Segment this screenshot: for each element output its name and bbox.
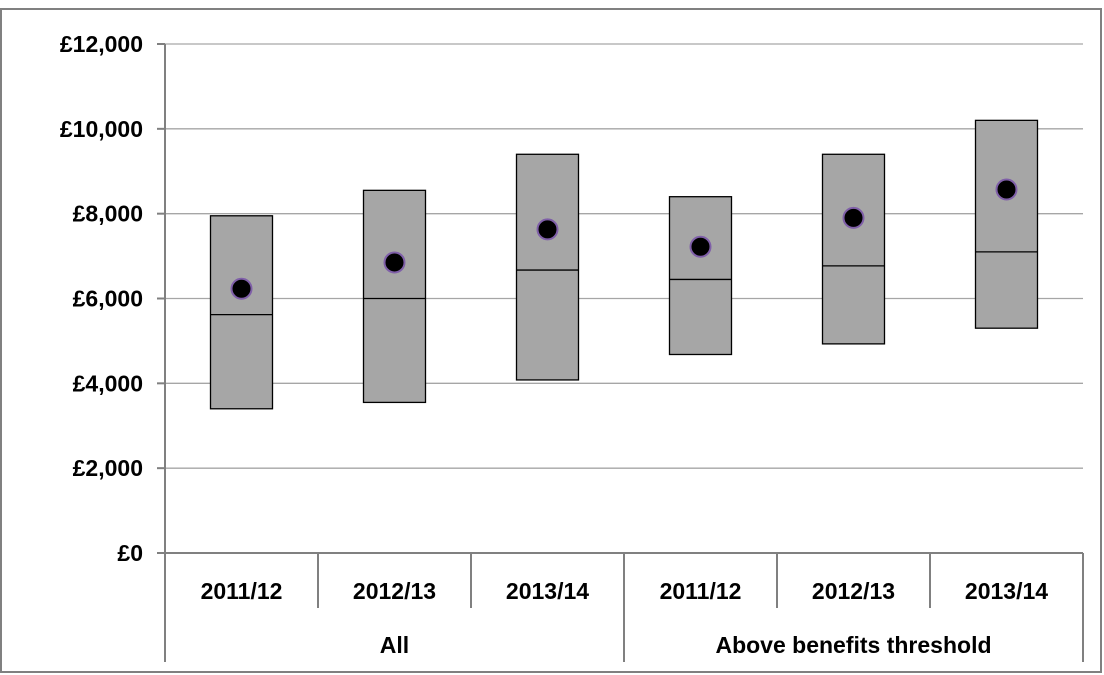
- category-label: 2011/12: [660, 578, 742, 604]
- mean-marker: [536, 218, 559, 241]
- mean-marker: [689, 235, 712, 258]
- mean-marker: [995, 178, 1018, 201]
- y-tick-label: £6,000: [73, 286, 143, 312]
- chart-border: [0, 8, 1102, 673]
- gridlines: [165, 43, 1083, 469]
- box: [209, 215, 274, 410]
- axes: [157, 43, 1084, 662]
- y-tick-label: £12,000: [60, 31, 143, 57]
- group-label: All: [380, 632, 409, 658]
- category-label: 2011/12: [201, 578, 283, 604]
- group-label: Above benefits threshold: [715, 632, 991, 658]
- box: [362, 189, 427, 404]
- boxes: [209, 119, 1039, 410]
- box: [515, 153, 580, 381]
- y-tick-label: £2,000: [73, 455, 143, 481]
- labels: £0 £2,000 £4,000 £6,000 £8,000 £10,000 £12,000…: [60, 31, 1048, 658]
- category-label: 2012/13: [812, 578, 895, 604]
- category-label: 2013/14: [506, 578, 589, 604]
- y-tick-label: £0: [117, 540, 143, 566]
- y-tick-label: £10,000: [60, 116, 143, 142]
- box: [668, 196, 733, 356]
- mean-marker: [842, 206, 865, 229]
- box: [821, 153, 886, 345]
- y-tick-label: £4,000: [73, 370, 143, 396]
- category-label: 2013/14: [965, 578, 1048, 604]
- mean-marker: [383, 251, 406, 274]
- y-tick-label: £8,000: [73, 201, 143, 227]
- category-label: 2012/13: [353, 578, 436, 604]
- box: [974, 119, 1039, 329]
- mean-marker: [230, 277, 253, 300]
